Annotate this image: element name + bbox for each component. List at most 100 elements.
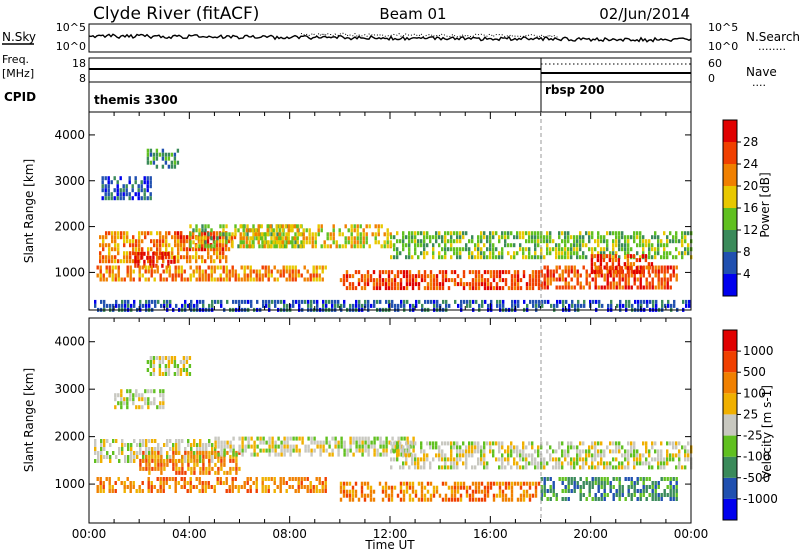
- scatter-cell: [204, 236, 207, 241]
- scatter-cell: [614, 270, 618, 275]
- scatter-cell: [360, 489, 364, 494]
- scatter-cell: [201, 259, 204, 264]
- scatter-cell: [149, 184, 152, 189]
- scatter-cell: [325, 436, 328, 441]
- scatter-cell: [393, 247, 396, 252]
- scatter-cell: [603, 265, 606, 270]
- scatter-cell: [128, 196, 131, 201]
- scatter-cell: [235, 452, 238, 457]
- scatter-cell: [296, 228, 299, 233]
- scatter-cell: [579, 243, 582, 248]
- scatter-cell: [202, 454, 205, 459]
- scatter-cell: [612, 493, 615, 497]
- scatter-cell: [175, 447, 178, 451]
- scatter-cell: [447, 231, 450, 236]
- scatter-cell: [174, 235, 177, 240]
- scatter-cell: [376, 299, 379, 304]
- scatter-cell: [198, 489, 201, 493]
- scatter-cell: [654, 481, 657, 485]
- scatter-cell: [582, 239, 585, 244]
- scatter-cell: [567, 461, 570, 466]
- scatter-cell: [519, 235, 522, 240]
- scatter-cell: [525, 445, 528, 450]
- scatter-cell: [650, 262, 654, 267]
- scatter-cell: [390, 441, 393, 446]
- scatter-cell: [320, 244, 323, 249]
- scatter-cell: [387, 485, 391, 490]
- scatter-cell: [162, 235, 165, 240]
- scatter-cell: [438, 449, 441, 454]
- scatter-cell: [134, 176, 137, 181]
- scatter-cell: [625, 303, 628, 308]
- scatter-cell: [356, 240, 359, 245]
- scatter-cell: [672, 457, 675, 462]
- scatter-cell: [342, 493, 346, 498]
- scatter-cell: [188, 364, 192, 368]
- scatter-cell: [501, 235, 504, 240]
- scatter-cell: [450, 465, 453, 470]
- scatter-cell: [255, 273, 258, 278]
- scatter-cell: [486, 239, 489, 244]
- scatter-cell: [630, 247, 633, 252]
- scatter-cell: [187, 450, 190, 455]
- scatter-cell: [263, 240, 266, 245]
- scatter-cell: [351, 489, 355, 494]
- scatter-cell: [361, 448, 364, 453]
- scatter-cell: [552, 247, 555, 252]
- scatter-cell: [167, 356, 171, 360]
- scatter-cell: [402, 453, 405, 458]
- scatter-cell: [621, 461, 624, 466]
- scatter-cell: [169, 439, 172, 443]
- scatter-cell: [155, 148, 159, 153]
- scatter-cell: [535, 299, 538, 304]
- scatter-cell: [477, 481, 481, 486]
- scatter-cell: [171, 247, 174, 252]
- scatter-cell: [651, 285, 654, 290]
- scatter-cell: [596, 254, 600, 259]
- scatter-cell: [314, 232, 317, 237]
- scatter-cell: [274, 448, 277, 453]
- scatter-cell: [175, 459, 178, 463]
- scatter-cell: [519, 243, 522, 248]
- scatter-cell: [594, 285, 597, 290]
- scatter-cell: [249, 273, 252, 278]
- scatter-cell: [657, 251, 660, 256]
- scatter-cell: [462, 449, 465, 454]
- scatter-cell: [480, 497, 484, 502]
- scatter-cell: [504, 239, 507, 244]
- scatter-cell: [111, 231, 114, 236]
- scatter-cell: [303, 277, 306, 282]
- scatter-cell: [198, 481, 201, 485]
- scatter-cell: [555, 243, 558, 248]
- scatter-cell: [639, 231, 642, 236]
- scatter-cell: [471, 445, 474, 450]
- scatter-cell: [471, 239, 474, 244]
- scatter-cell: [654, 251, 657, 256]
- scatter-cell: [138, 397, 141, 402]
- scatter-cell: [417, 274, 421, 279]
- scatter-cell: [391, 444, 394, 449]
- scatter-cell: [308, 228, 311, 233]
- scatter-cell: [549, 489, 552, 493]
- scatter-cell: [657, 277, 660, 282]
- scatter-cell: [207, 244, 210, 249]
- scatter-cell: [213, 485, 216, 489]
- scatter-cell: [453, 493, 457, 498]
- scatter-cell: [441, 270, 445, 275]
- scatter-cell: [155, 251, 158, 256]
- scatter-cell: [366, 270, 370, 275]
- scatter-cell: [141, 489, 144, 493]
- scatter-cell: [546, 285, 549, 290]
- scatter-cell: [480, 239, 483, 244]
- scatter-cell: [663, 281, 666, 286]
- scatter-cell: [474, 441, 477, 446]
- scatter-cell: [402, 449, 405, 454]
- scatter-cell: [390, 449, 393, 454]
- scatter-cell: [156, 489, 159, 493]
- scatter-cell: [129, 265, 132, 270]
- scatter-cell: [145, 439, 148, 443]
- scatter-cell: [272, 228, 275, 233]
- scatter-cell: [567, 231, 570, 236]
- scatter-cell: [582, 449, 585, 454]
- scatter-cell: [633, 465, 636, 470]
